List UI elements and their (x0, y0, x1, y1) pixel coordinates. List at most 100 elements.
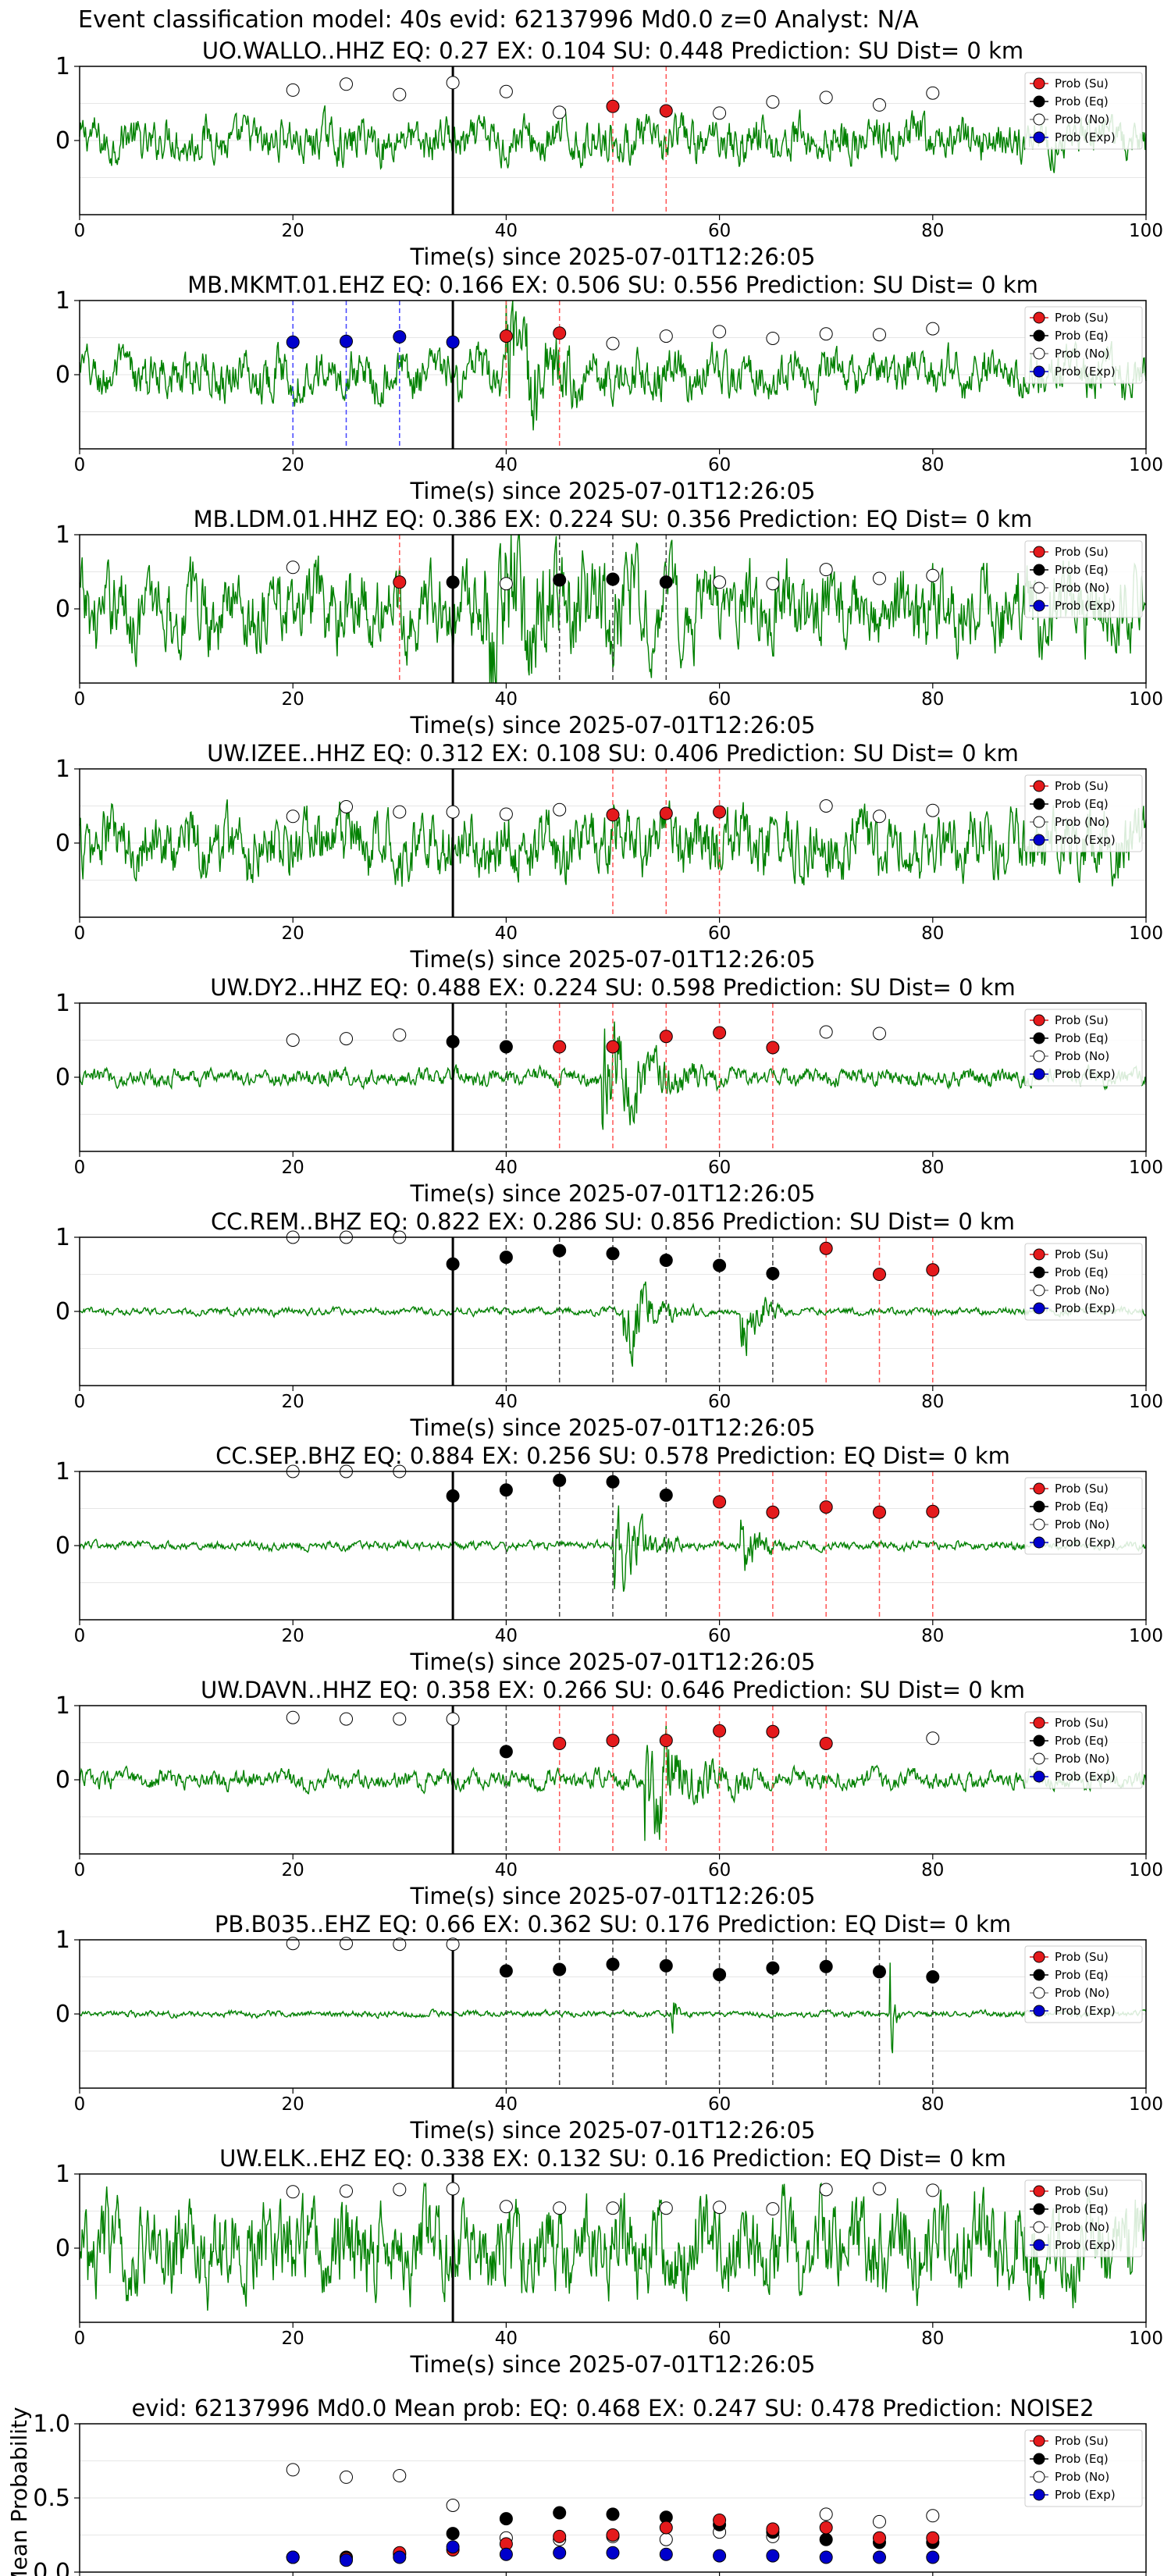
panel-6-xtick-label-3: 60 (708, 1392, 731, 1412)
panel-10-xtick-label-3: 60 (708, 2329, 731, 2349)
panel-6-marker-5 (553, 1244, 567, 1258)
panel-11-point-su-8 (713, 2514, 727, 2527)
panel-7-legend (1024, 1477, 1143, 1555)
panel-1-marker-1 (340, 77, 353, 91)
panel-3-marker-4 (553, 573, 567, 587)
panel-4-xtick-label-4: 80 (921, 923, 944, 944)
panel-1-marker-8 (713, 106, 727, 120)
panel-11-point-eq-4 (499, 2512, 513, 2526)
panel-4-legend-marker-exp (1033, 834, 1045, 846)
panel-3-xtick-label-1: 20 (282, 689, 304, 710)
panel-2-legend-label-eq: Prob (Eq) (1055, 329, 1109, 343)
panel-11-point-eq-3 (446, 2527, 460, 2541)
panel-4-xtick-label-5: 100 (1129, 923, 1163, 944)
panel-8-marker-4 (499, 1745, 513, 1759)
panel-9-legend-marker-su (1033, 1951, 1045, 1963)
panel-9-marker-0 (286, 1937, 300, 1951)
panel-3-legend-marker-exp (1033, 600, 1045, 612)
panel-2-marker-11 (873, 328, 886, 342)
panel-7-legend-marker-eq (1033, 1500, 1045, 1513)
panel-11-legend-label-exp: Prob (Exp) (1055, 2488, 1116, 2502)
panel-11-point-su-11 (873, 2531, 886, 2545)
panel-11-point-su-9 (766, 2522, 780, 2536)
panel-10-marker-3 (446, 2182, 460, 2196)
panel-3-marker-5 (606, 572, 620, 586)
panel-3-legend-label-eq: Prob (Eq) (1055, 563, 1109, 577)
panel-6-xtick-label-1: 20 (282, 1392, 304, 1412)
panel-8-marker-11 (926, 1731, 940, 1745)
panel-4-legend-label-su: Prob (Su) (1055, 779, 1109, 793)
panel-7-marker-4 (499, 1483, 513, 1497)
panel-6-title: CC.REM..BHZ EQ: 0.822 EX: 0.286 SU: 0.85… (211, 1208, 1015, 1235)
panel-11-point-su-6 (606, 2528, 620, 2542)
panel-9-legend-label-exp: Prob (Exp) (1055, 2004, 1116, 2018)
panel-4-marker-3 (446, 805, 460, 819)
panel-8-marker-5 (553, 1736, 567, 1750)
panel-3: MB.LDM.01.HHZ EQ: 0.386 EX: 0.224 SU: 0.… (55, 506, 1163, 738)
panel-11-point-exp-7 (659, 2547, 673, 2561)
panel-5-marker-2 (393, 1028, 407, 1042)
panel-11-point-exp-11 (873, 2550, 886, 2564)
panel-11-title: evid: 62137996 Md0.0 Mean prob: EQ: 0.46… (131, 2395, 1094, 2421)
panel-7-xtick-label-5: 100 (1129, 1626, 1163, 1646)
panel-7-xtick-label-1: 20 (282, 1626, 304, 1646)
panel-3-marker-8 (766, 577, 780, 591)
panel-2-xtick-label-5: 100 (1129, 455, 1163, 475)
panel-11-point-no-7 (659, 2532, 673, 2546)
panel-1-legend-label-eq: Prob (Eq) (1055, 94, 1109, 109)
panel-6-xlabel: Time(s) since 2025-07-01T12:26:05 (410, 1414, 816, 1441)
panel-11-point-eq-10 (819, 2532, 833, 2546)
panel-3-marker-1 (393, 575, 407, 589)
panel-2-marker-6 (606, 336, 620, 350)
panel-3-legend-label-su: Prob (Su) (1055, 545, 1109, 559)
panel-1-legend-marker-eq (1033, 95, 1045, 108)
panel-4-legend-marker-no (1033, 816, 1045, 828)
panel-2-marker-9 (766, 331, 780, 345)
panel-4-xtick-label-0: 0 (74, 923, 86, 944)
panel-9-marker-3 (446, 1937, 460, 1952)
panel-5-legend-label-eq: Prob (Eq) (1055, 1031, 1109, 1045)
panel-9-xtick-label-3: 60 (708, 2094, 731, 2115)
panel-10-ytick-label-0: 1 (55, 2161, 70, 2188)
panel-11-point-no-3 (446, 2499, 460, 2512)
panel-6-legend-marker-exp (1033, 1302, 1045, 1315)
panel-8-marker-2 (393, 1712, 407, 1726)
panel-8: UW.DAVN..HHZ EQ: 0.358 EX: 0.266 SU: 0.6… (55, 1677, 1163, 1909)
panel-7: CC.SEP..BHZ EQ: 0.884 EX: 0.256 SU: 0.57… (55, 1443, 1163, 1675)
panel-2-title: MB.MKMT.01.EHZ EQ: 0.166 EX: 0.506 SU: 0… (187, 272, 1038, 298)
panel-4-marker-5 (553, 802, 567, 817)
panel-8-legend-marker-eq (1033, 1735, 1045, 1747)
panel-8-legend-marker-no (1033, 1752, 1045, 1765)
panel-7-legend-marker-su (1033, 1482, 1045, 1495)
panel-5: UW.DY2..HHZ EQ: 0.488 EX: 0.224 SU: 0.59… (55, 974, 1163, 1207)
panel-2-legend-label-exp: Prob (Exp) (1055, 365, 1116, 379)
panel-4: UW.IZEE..HHZ EQ: 0.312 EX: 0.108 SU: 0.4… (55, 740, 1163, 973)
panel-1-marker-10 (819, 91, 833, 105)
panel-2-legend-label-su: Prob (Su) (1055, 311, 1109, 325)
panel-8-xlabel: Time(s) since 2025-07-01T12:26:05 (410, 1883, 816, 1909)
panel-5-marker-7 (659, 1030, 673, 1044)
panel-6-xtick-label-4: 80 (921, 1392, 944, 1412)
panel-10-xtick-label-1: 20 (282, 2329, 304, 2349)
panel-5-marker-1 (340, 1032, 353, 1046)
panel-7-xtick-label-3: 60 (708, 1626, 731, 1646)
panel-6-xtick-label-2: 40 (495, 1392, 518, 1412)
panel-8-marker-8 (713, 1724, 727, 1738)
panel-2-legend (1024, 306, 1143, 384)
panel-10-marker-5 (553, 2201, 567, 2215)
panel-1-marker-5 (553, 105, 567, 119)
panel-6-marker-4 (499, 1251, 513, 1265)
panel-1: UO.WALLO..HHZ EQ: 0.27 EX: 0.104 SU: 0.4… (55, 37, 1163, 270)
panel-10-marker-6 (606, 2201, 620, 2215)
panel-11-legend-label-no: Prob (No) (1055, 2470, 1109, 2484)
panel-1-title: UO.WALLO..HHZ EQ: 0.27 EX: 0.104 SU: 0.4… (202, 37, 1023, 64)
panel-1-xtick-label-3: 60 (708, 221, 731, 241)
panel-10-legend-marker-su (1033, 2185, 1045, 2197)
panel-11-ylabel: Mean Probability (6, 2407, 32, 2576)
panel-6-xtick-label-5: 100 (1129, 1392, 1163, 1412)
panel-5-marker-4 (499, 1040, 513, 1054)
panel-9-marker-11 (873, 1965, 886, 1979)
panel-7-legend-marker-no (1033, 1518, 1045, 1531)
panel-10-legend-marker-eq (1033, 2203, 1045, 2215)
